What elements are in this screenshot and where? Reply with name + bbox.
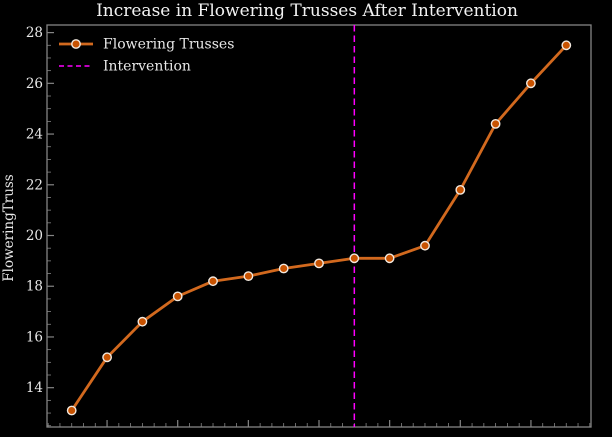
data-point-marker [137, 316, 148, 327]
data-point-marker [66, 405, 77, 416]
data-point-marker [526, 78, 536, 89]
y-tick-label: 22 [26, 177, 43, 193]
y-tick-label: 20 [26, 228, 43, 244]
data-point-marker [208, 276, 218, 287]
flowering-trusses-line [70, 43, 568, 412]
y-axis-label: FloweringTruss [1, 174, 17, 282]
legend-series-label: Flowering Trusses [103, 37, 234, 53]
plot-area: 14 16 18 20 22 24 26 28 [26, 24, 592, 428]
y-tick-label: 26 [26, 76, 43, 92]
data-point-marker [455, 184, 466, 195]
data-point-marker [349, 253, 360, 264]
data-point-marker [278, 263, 289, 274]
y-tick-label: 24 [26, 127, 43, 143]
y-tick-label: 28 [26, 25, 43, 41]
data-point-marker [172, 291, 183, 302]
data-point-marker [243, 271, 254, 281]
chart-title: Increase in Flowering Trusses After Inte… [96, 1, 518, 21]
data-point-marker [102, 352, 113, 363]
legend-intervention-label: Intervention [103, 59, 191, 75]
axes-spines [46, 24, 592, 428]
y-tick-label: 18 [26, 279, 43, 295]
data-point-marker [490, 119, 501, 129]
data-point-marker [314, 258, 324, 269]
y-tick-label: 16 [26, 329, 43, 345]
data-point-marker [561, 40, 572, 51]
legend: Flowering Trusses Intervention [59, 37, 234, 75]
legend-series-marker-icon [71, 39, 81, 49]
data-point-marker [384, 253, 395, 264]
data-point-marker [420, 240, 430, 251]
y-tick-label: 14 [26, 380, 43, 396]
